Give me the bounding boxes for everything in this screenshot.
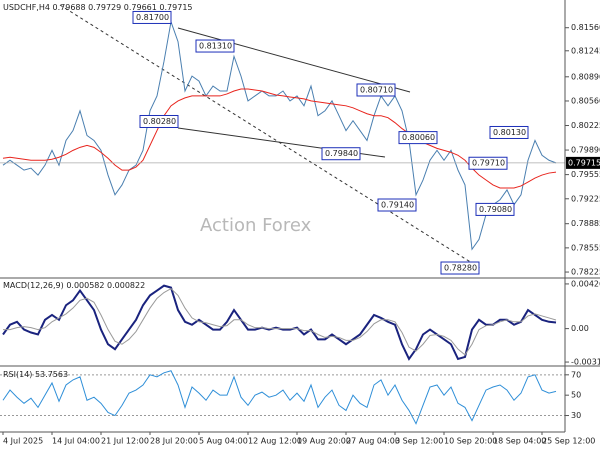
series-line	[2, 370, 557, 425]
y-tick-label: -0.003188	[571, 358, 600, 367]
last-price-label: 0.79715	[568, 158, 600, 167]
macd-title: MACD(12,26,9)	[3, 281, 64, 290]
x-tick-label: 25 Sep 12:00	[542, 437, 595, 446]
y-tick-label: 50	[571, 391, 581, 400]
y-tick-label: 0.80225	[571, 121, 600, 130]
last-price-tag	[566, 156, 600, 169]
price-label-box	[139, 114, 179, 128]
channel-line	[177, 27, 411, 93]
x-tick-label: 27 Aug 04:00	[346, 437, 400, 446]
signal-value: 0.000822	[107, 281, 145, 290]
price-label: 0.79140	[381, 201, 414, 210]
price-label: 0.80130	[493, 128, 526, 137]
price-label-box	[195, 39, 235, 53]
x-tick-label: 28 Jul 20:00	[150, 437, 198, 446]
x-tick-label: 5 Aug 04:00	[199, 437, 248, 446]
price-label-box	[398, 131, 438, 145]
y-tick-label: 30	[571, 411, 581, 420]
price-label: 0.79710	[472, 159, 505, 168]
price-label-box	[132, 10, 172, 24]
symbol-header: USDCHF,H4 0.79688 0.79729 0.79661 0.7971…	[3, 3, 193, 12]
price-label-box	[468, 156, 508, 170]
price-label: 0.79080	[479, 205, 512, 214]
series-line	[3, 287, 557, 356]
x-tick-label: 19 Aug 20:00	[297, 437, 351, 446]
price-label: 0.80060	[402, 133, 435, 142]
series-line	[2, 88, 557, 189]
series-line	[2, 19, 557, 251]
price-label-box	[377, 198, 417, 212]
price-label: 0.80710	[360, 85, 393, 94]
y-tick-label: 0.78225	[571, 268, 600, 277]
rsi-value: 53.7563	[35, 370, 68, 379]
y-tick-label: 0.004262	[571, 279, 600, 288]
plot-area	[0, 19, 565, 425]
x-tick-label: 14 Jul 04:00	[52, 437, 100, 446]
y-tick-label: 70	[571, 370, 581, 379]
open: 0.79688	[53, 3, 86, 12]
rsi-title: RSI(14)	[3, 370, 32, 379]
macd-value: 0.000582	[66, 281, 104, 290]
x-tick-label: 3 Sep 12:00	[395, 437, 443, 446]
price-label-box	[321, 147, 361, 161]
x-tick-label: 4 Jul 2025	[3, 437, 43, 446]
trend-line	[59, 4, 481, 269]
watermark: Action Forex	[200, 215, 312, 236]
y-tick-label: 0.00	[571, 324, 589, 333]
macd-header: MACD(12,26,9) 0.000582 0.000822	[3, 281, 145, 290]
close: 0.79715	[159, 3, 192, 12]
price-label-box	[489, 125, 529, 139]
price-label: 0.79840	[325, 149, 358, 158]
y-tick-label: 0.78885	[571, 219, 600, 228]
price-label-box	[475, 202, 515, 216]
price-label: 0.81310	[199, 42, 232, 51]
x-tick-label: 12 Aug 12:00	[248, 437, 302, 446]
high: 0.79729	[88, 3, 121, 12]
price-label: 0.81700	[136, 13, 169, 22]
y-tick-label: 0.81245	[571, 46, 600, 55]
symbol: USDCHF,H4	[3, 3, 50, 12]
y-tick-label: 0.78555	[571, 243, 600, 252]
low: 0.79661	[124, 3, 157, 12]
price-label-box	[356, 83, 396, 97]
price-label-box	[440, 261, 480, 275]
x-tick-label: 10 Sep 20:00	[444, 437, 497, 446]
price-label: 0.80280	[143, 117, 176, 126]
y-tick-label: 0.79555	[571, 170, 600, 179]
x-tick-label: 21 Jul 12:00	[101, 437, 149, 446]
price-label: 0.78280	[444, 264, 477, 273]
y-tick-label: 0.79225	[571, 194, 600, 203]
x-tick-label: 18 Sep 04:00	[493, 437, 546, 446]
rsi-header: RSI(14) 53.7563	[3, 370, 68, 379]
series-line	[2, 284, 557, 361]
